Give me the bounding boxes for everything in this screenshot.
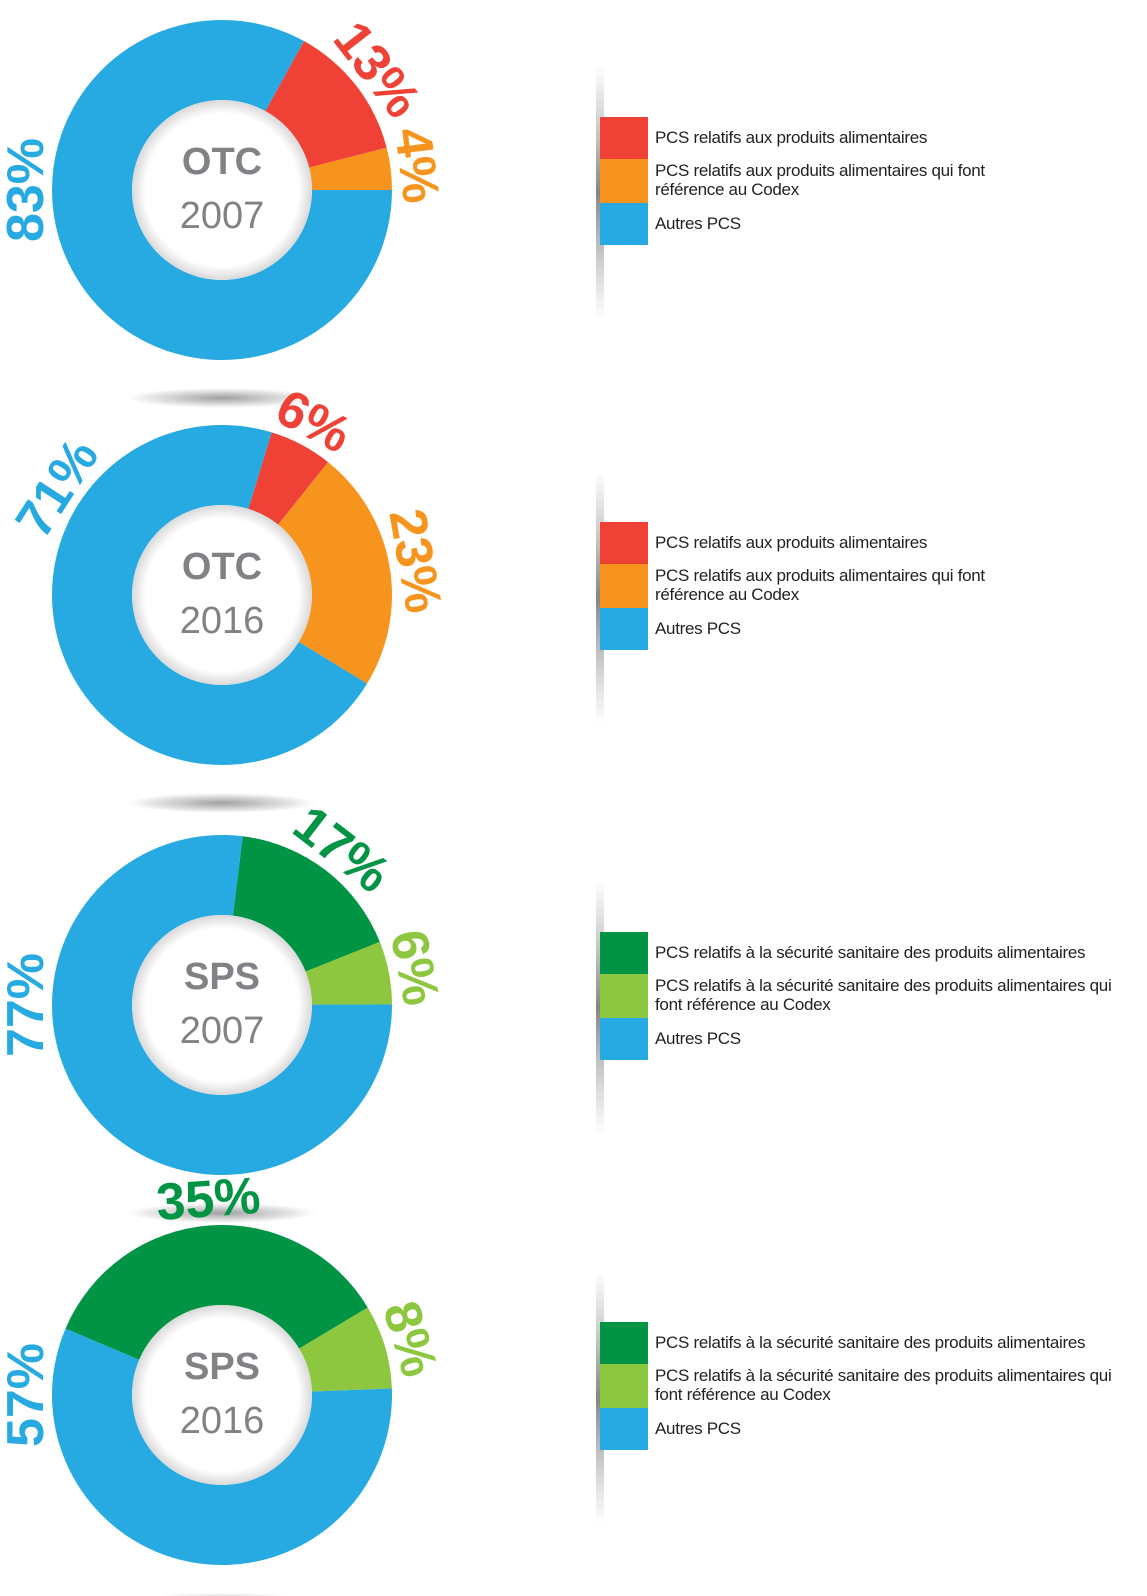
legend: PCS relatifs à la sécurité sanitaire des… — [600, 932, 1140, 1060]
center-subtitle: 2016 — [180, 600, 265, 642]
donut-slice — [52, 425, 368, 766]
legend-label: Autres PCS — [655, 1028, 741, 1048]
legend-item: Autres PCS — [600, 1408, 1140, 1450]
legend-swatch — [600, 117, 648, 159]
legend-item: Autres PCS — [600, 608, 1140, 650]
donut-slice — [65, 1225, 368, 1360]
legend-label: PCS relatifs aux produits alimentaires — [655, 532, 928, 552]
value-label: 77% — [0, 953, 55, 1057]
legend-swatch — [600, 974, 648, 1018]
donut-hole — [132, 100, 312, 280]
donut-slice — [51, 835, 393, 1175]
legend-label: PCS relatifs à la sécurité sanitaire des… — [655, 942, 1086, 962]
legend-item: PCS relatifs à la sécurité sanitaire des… — [600, 1364, 1140, 1408]
legend-item: Autres PCS — [600, 1018, 1140, 1060]
legend-swatch — [600, 1018, 648, 1060]
legend-label: PCS relatifs à la sécurité sanitaire des… — [655, 1366, 1112, 1404]
donut-slice — [248, 432, 329, 525]
legend-label: Autres PCS — [655, 1418, 741, 1438]
legend-swatch — [600, 1408, 648, 1450]
center-subtitle: 2007 — [180, 1010, 265, 1052]
legend-label: PCS relatifs aux produits alimentaires q… — [655, 566, 985, 604]
shadow — [154, 1593, 290, 1596]
center-title: SPS — [184, 1346, 260, 1388]
legend-swatch — [600, 932, 648, 974]
legend-swatch — [600, 159, 648, 203]
legend: PCS relatifs aux produits alimentaires PC… — [600, 522, 1140, 650]
donut-slice — [51, 1328, 392, 1565]
legend-swatch — [600, 1322, 648, 1364]
value-label: 57% — [0, 1343, 55, 1447]
legend-item: PCS relatifs à la sécurité sanitaire des… — [600, 932, 1140, 974]
center-subtitle: 2007 — [180, 195, 265, 237]
legend-label: Autres PCS — [655, 618, 741, 638]
legend-item: PCS relatifs aux produits alimentaires q… — [600, 564, 1140, 608]
donut-hole — [132, 505, 312, 685]
legend-label: PCS relatifs aux produits alimentaires q… — [655, 161, 985, 199]
legend-swatch — [600, 203, 648, 245]
donut-slice — [278, 462, 393, 684]
donut-slice — [232, 836, 380, 972]
shadow — [127, 388, 317, 408]
donut-slice — [305, 941, 392, 1005]
value-label: 83% — [0, 138, 55, 242]
shadow — [127, 793, 317, 813]
donut-slice — [299, 1307, 392, 1392]
legend: PCS relatifs aux produits alimentaires PC… — [600, 117, 1140, 245]
center-title: SPS — [184, 956, 260, 998]
legend-label: PCS relatifs à la sécurité sanitaire des… — [655, 1332, 1086, 1352]
center-title: OTC — [182, 141, 262, 183]
donut-slice — [309, 147, 392, 190]
donut-hole — [132, 1305, 312, 1485]
legend-item: PCS relatifs à la sécurité sanitaire des… — [600, 1322, 1140, 1364]
legend-item: PCS relatifs à la sécurité sanitaire des… — [600, 974, 1140, 1018]
legend: PCS relatifs à la sécurité sanitaire des… — [600, 1322, 1140, 1450]
legend-swatch — [600, 1364, 648, 1408]
value-label: 4% — [383, 125, 450, 207]
center-subtitle: 2016 — [180, 1400, 265, 1442]
legend-label: PCS relatifs à la sécurité sanitaire des… — [655, 976, 1112, 1014]
donut-slice — [265, 41, 387, 168]
legend-swatch — [600, 522, 648, 564]
donut-hole — [132, 915, 312, 1095]
legend-label: PCS relatifs aux produits alimentaires — [655, 127, 928, 147]
donut-slice — [51, 19, 392, 360]
legend-swatch — [600, 608, 648, 650]
value-label: 6% — [379, 925, 450, 1010]
value-label: 35% — [154, 1167, 262, 1232]
legend-item: PCS relatifs aux produits alimentaires — [600, 522, 1140, 564]
legend-item: PCS relatifs aux produits alimentaires q… — [600, 159, 1140, 203]
legend-swatch — [600, 564, 648, 608]
legend-label: Autres PCS — [655, 213, 741, 233]
center-title: OTC — [182, 546, 262, 588]
shadow — [127, 1203, 317, 1223]
legend-item: Autres PCS — [600, 203, 1140, 245]
legend-item: PCS relatifs aux produits alimentaires — [600, 117, 1140, 159]
